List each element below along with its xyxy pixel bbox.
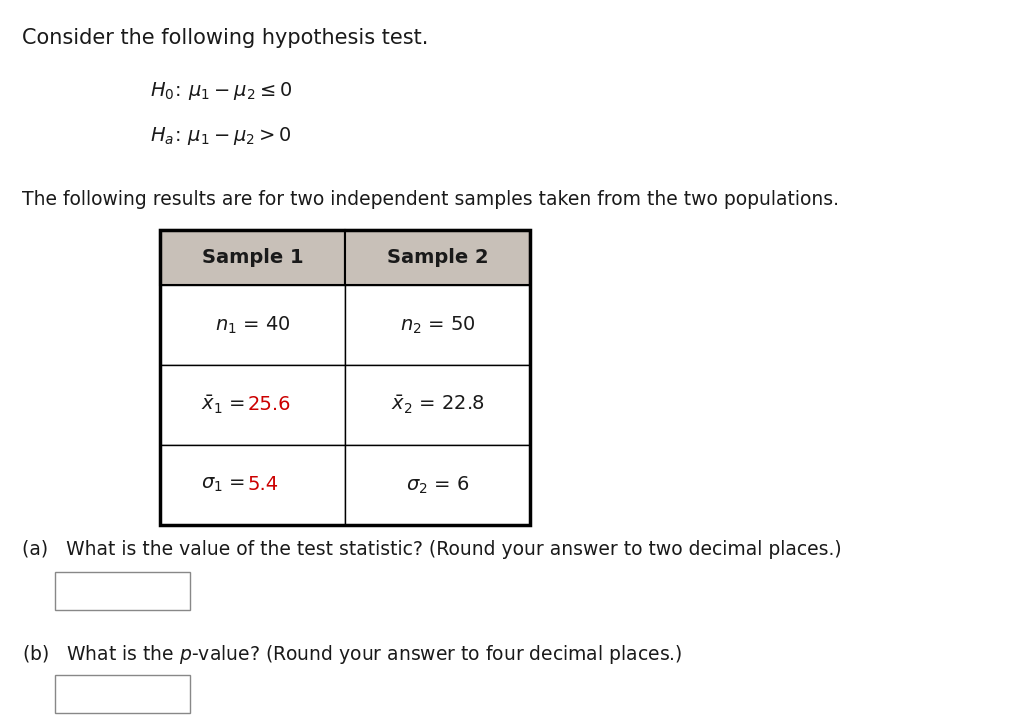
Text: Sample 1: Sample 1 — [202, 248, 304, 267]
Bar — [55, 572, 190, 610]
Text: $H_0\!:\,\mu_1 - \mu_2 \leq 0$: $H_0\!:\,\mu_1 - \mu_2 \leq 0$ — [150, 80, 292, 102]
Bar — [159, 365, 345, 445]
Text: Consider the following hypothesis test.: Consider the following hypothesis test. — [22, 28, 428, 48]
Text: $\bar{x}_1$ =: $\bar{x}_1$ = — [202, 394, 248, 416]
Text: (b)   What is the $p$-value? (Round your answer to four decimal places.): (b) What is the $p$-value? (Round your a… — [22, 643, 682, 666]
Bar — [159, 445, 345, 525]
Text: The following results are for two independent samples taken from the two populat: The following results are for two indepe… — [22, 190, 839, 209]
Bar — [345, 365, 530, 445]
Text: (a)   What is the value of the test statistic? (Round your answer to two decimal: (a) What is the value of the test statis… — [22, 540, 842, 559]
Text: $\bar{x}_2$ = 22.8: $\bar{x}_2$ = 22.8 — [391, 394, 485, 416]
Text: Sample 2: Sample 2 — [387, 248, 489, 267]
Text: 5.4: 5.4 — [248, 475, 279, 495]
Bar — [345, 230, 530, 285]
Bar — [159, 285, 345, 365]
Bar — [159, 230, 530, 525]
Bar — [55, 675, 190, 713]
Text: 25.6: 25.6 — [248, 395, 291, 415]
Text: $n_1$ = 40: $n_1$ = 40 — [215, 315, 290, 336]
Bar — [159, 230, 345, 285]
Text: $H_a\!:\,\mu_1 - \mu_2 > 0$: $H_a\!:\,\mu_1 - \mu_2 > 0$ — [150, 125, 292, 147]
Text: $\sigma_1$ =: $\sigma_1$ = — [202, 475, 248, 495]
Text: $n_2$ = 50: $n_2$ = 50 — [399, 315, 475, 336]
Bar — [345, 445, 530, 525]
Bar — [345, 285, 530, 365]
Text: $\sigma_2$ = 6: $\sigma_2$ = 6 — [405, 474, 469, 495]
